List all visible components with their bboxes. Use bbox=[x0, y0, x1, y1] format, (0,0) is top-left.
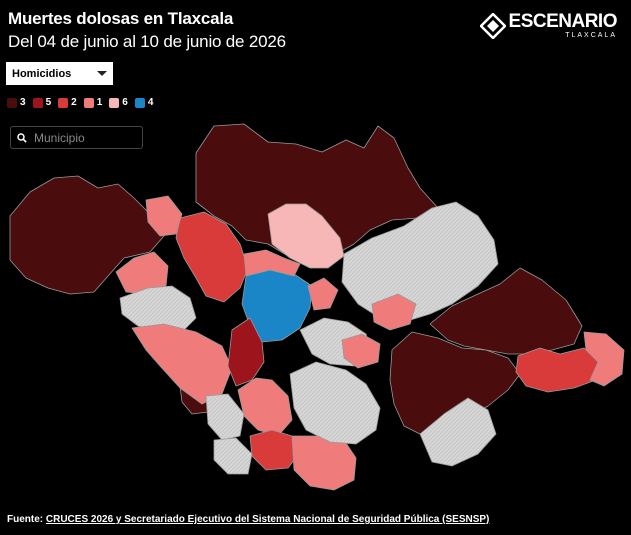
municipality-region[interactable] bbox=[289, 361, 381, 445]
legend-item: 2 bbox=[58, 97, 77, 108]
municipality-region[interactable] bbox=[291, 435, 357, 491]
municipality-region[interactable] bbox=[341, 333, 381, 369]
municipality-region[interactable] bbox=[419, 397, 497, 467]
search-icon bbox=[17, 132, 27, 143]
legend-item: 5 bbox=[32, 97, 52, 108]
legend-label: 6 bbox=[122, 97, 128, 108]
municipality-region[interactable] bbox=[515, 347, 601, 393]
chevron-down-icon bbox=[97, 71, 107, 76]
legend-item: 4 bbox=[134, 97, 154, 108]
municipality-region[interactable] bbox=[371, 293, 417, 331]
legend-swatch bbox=[32, 97, 43, 108]
legend-label: 5 bbox=[45, 97, 52, 108]
legend-label: 3 bbox=[20, 97, 26, 108]
municipality-region[interactable] bbox=[429, 267, 583, 355]
municipality-search[interactable] bbox=[10, 126, 143, 149]
source-link[interactable]: CRUCES 2026 y Secretariado Ejecutivo del… bbox=[45, 514, 490, 525]
brand-logo[interactable]: ESCENARIO TLAXCALA bbox=[479, 11, 618, 39]
source-prefix: Fuente: bbox=[7, 514, 46, 525]
tlaxcala-municipality-map[interactable] bbox=[0, 118, 631, 510]
page-subtitle: Del 04 de junio al 10 de junio de 2026 bbox=[8, 32, 286, 51]
crime-type-selected: Homicidios bbox=[12, 67, 72, 80]
municipality-region[interactable] bbox=[237, 377, 293, 437]
municipality-region[interactable] bbox=[307, 277, 339, 311]
municipality-region[interactable] bbox=[227, 317, 265, 387]
legend-swatch bbox=[109, 97, 120, 108]
municipality-region[interactable] bbox=[145, 195, 183, 237]
municipality-region[interactable] bbox=[9, 175, 165, 295]
legend-swatch bbox=[134, 97, 145, 108]
page-title: Muertes dolosas en Tlaxcala bbox=[8, 9, 234, 28]
source-footer: Fuente: CRUCES 2026 y Secretariado Ejecu… bbox=[7, 514, 489, 525]
municipality-region[interactable] bbox=[119, 285, 197, 333]
municipality-region[interactable] bbox=[131, 323, 233, 405]
municipality-region[interactable] bbox=[213, 437, 253, 475]
crime-type-select[interactable]: Homicidios bbox=[6, 62, 113, 85]
logo-name: ESCENARIO bbox=[508, 11, 618, 32]
legend-item: 1 bbox=[83, 97, 103, 108]
municipality-region[interactable] bbox=[389, 331, 521, 435]
municipality-region[interactable] bbox=[341, 201, 499, 323]
municipality-region[interactable] bbox=[175, 211, 249, 303]
legend-swatch bbox=[83, 97, 94, 108]
legend-label: 1 bbox=[96, 97, 103, 108]
municipality-region[interactable] bbox=[115, 251, 169, 295]
legend-label: 4 bbox=[147, 97, 154, 108]
municipality-region[interactable] bbox=[205, 393, 245, 441]
legend-swatch bbox=[7, 97, 17, 108]
municipality-region[interactable] bbox=[583, 331, 625, 387]
map-legend: 3 5 2 1 6 4 bbox=[7, 97, 160, 108]
diamond-logo-icon bbox=[479, 12, 506, 39]
legend-swatch bbox=[58, 97, 69, 108]
legend-item: 6 bbox=[109, 97, 128, 108]
legend-label: 2 bbox=[71, 97, 77, 108]
legend-item: 3 bbox=[7, 97, 26, 108]
municipality-region[interactable] bbox=[243, 249, 301, 277]
logo-subtitle: TLAXCALA bbox=[565, 32, 617, 39]
municipality-search-input[interactable] bbox=[32, 129, 136, 146]
